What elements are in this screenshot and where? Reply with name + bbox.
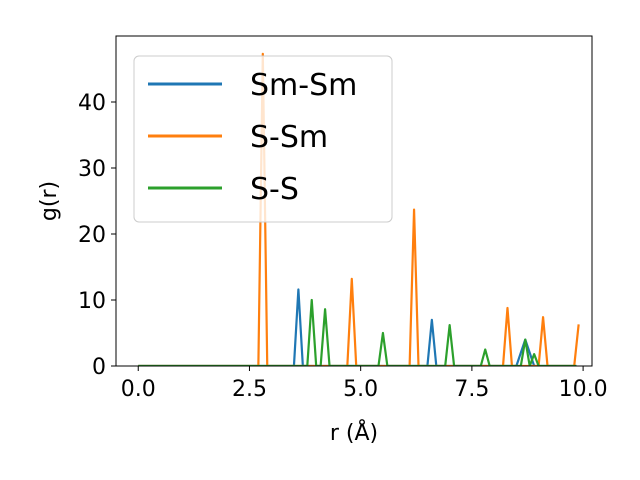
x-axis-ticks: 0.0 2.5 5.0 7.5 10.0: [121, 366, 608, 402]
legend: Sm-Sm S-Sm S-S: [133, 55, 393, 223]
y-axis-label: g(r): [37, 181, 62, 221]
legend-label-s-sm: S-Sm: [250, 120, 328, 155]
y-tick-label: 20: [78, 223, 106, 248]
y-axis-ticks: 0 10 20 30 40: [78, 91, 116, 380]
series-line-s-sm: [138, 52, 580, 366]
y-tick-label: 30: [78, 157, 106, 182]
plot-area: [138, 52, 580, 366]
legend-box: [133, 55, 393, 223]
series-lines: [138, 52, 580, 366]
x-tick-label: 7.5: [454, 377, 489, 402]
legend-label-s-s: S-S: [250, 172, 299, 207]
axes-frame: [115, 35, 593, 367]
x-tick-label: 10.0: [559, 377, 608, 402]
y-tick-label: 40: [78, 91, 106, 116]
series-line-s-s: [138, 298, 577, 366]
x-tick-label: 2.5: [232, 377, 267, 402]
legend-label-sm-sm: Sm-Sm: [250, 68, 357, 103]
series-line-sm-sm: [138, 288, 577, 366]
y-tick-label: 0: [92, 355, 106, 380]
y-tick-label: 10: [78, 289, 106, 314]
x-tick-label: 5.0: [343, 377, 378, 402]
x-tick-label: 0.0: [121, 377, 156, 402]
x-axis-label: r (Å): [330, 419, 378, 446]
